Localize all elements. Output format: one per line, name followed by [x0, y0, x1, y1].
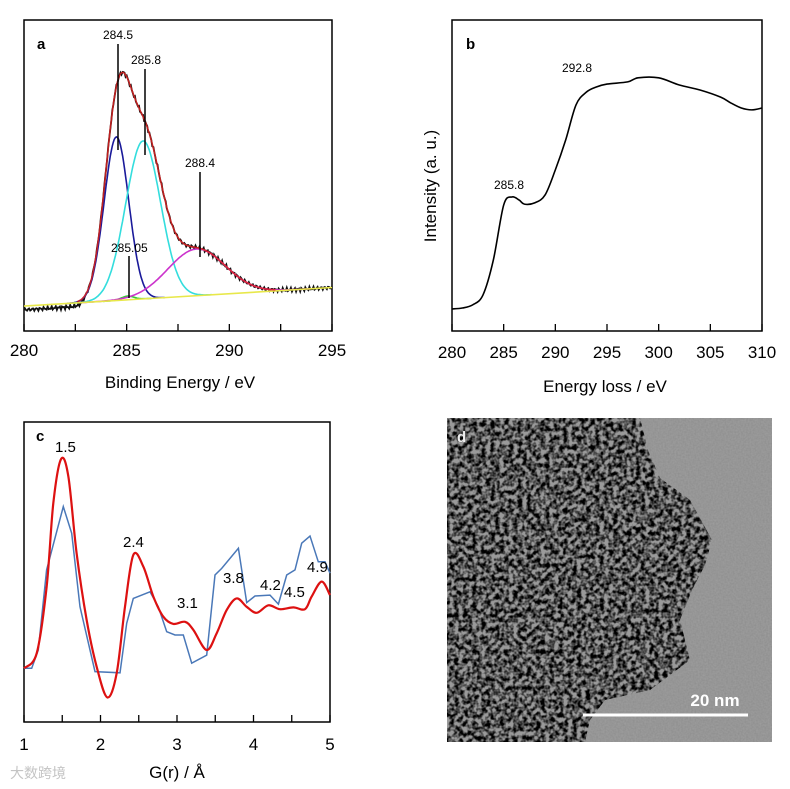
x-tick-label: 295 [593, 343, 621, 362]
plot-frame [23, 19, 333, 332]
annotation-label: 285.05 [111, 241, 148, 255]
x-tick-label: 2 [96, 735, 105, 754]
x-axis-label: G(r) / Å [149, 763, 205, 782]
panel-label: c [36, 428, 44, 445]
annotation-label: 2.4 [123, 534, 144, 551]
watermark: 大数跨境 [10, 765, 66, 781]
panel-a: 280 285 290 295 a 284.5 285.8 288.4 285.05 … [10, 19, 346, 392]
panel-d-tem-image: d 20 nm [447, 418, 772, 742]
annotation-label: 284.5 [103, 28, 133, 42]
x-tick-label: 280 [10, 341, 38, 360]
panel-label: d [457, 429, 466, 446]
x-tick-label: 3 [172, 735, 181, 754]
annotation-label: 285.8 [494, 178, 524, 192]
eels-spectrum-line [451, 76, 763, 310]
x-tick-label: 290 [215, 341, 243, 360]
baseline [23, 286, 333, 307]
annotation-label: 3.1 [177, 595, 198, 612]
annotation-label: 4.2 [260, 577, 281, 594]
fit-envelope [77, 71, 276, 303]
panel-c: 1 2 3 4 5 c 1.5 2.4 3.1 3.8 4.2 4.5 4.9 G(r)… [10, 421, 335, 782]
annotation-label: 3.8 [223, 570, 244, 587]
annotation-label: 4.9 [307, 559, 328, 576]
x-tick-label: 1 [19, 735, 28, 754]
component-peak-285-8 [73, 140, 212, 304]
x-tick-label: 310 [748, 343, 776, 362]
annotation-label: 4.5 [284, 584, 305, 601]
y-axis-label: Intensity (a. u.) [421, 130, 440, 242]
x-tick-label: 280 [438, 343, 466, 362]
x-axis-label: Binding Energy / eV [105, 373, 256, 392]
panel-b: 280 285 290 295 300 305 310 b 292.8 285.8 Ener… [421, 19, 776, 396]
component-peak-284-5 [67, 135, 165, 305]
plot-frame [23, 421, 331, 723]
annotation-label: 288.4 [185, 156, 215, 170]
x-tick-label: 5 [325, 735, 334, 754]
panel-label: a [37, 36, 46, 53]
panel-label: b [466, 36, 475, 53]
x-tick-label: 290 [541, 343, 569, 362]
x-tick-label: 295 [318, 341, 346, 360]
annotation-label: 285.8 [131, 53, 161, 67]
blue-series-line [24, 503, 331, 674]
x-tick-label: 300 [644, 343, 672, 362]
red-series-line [23, 456, 331, 699]
x-tick-label: 305 [696, 343, 724, 362]
x-tick-label: 4 [249, 735, 258, 754]
plot-frame [451, 19, 763, 332]
x-tick-label: 285 [112, 341, 140, 360]
scale-bar-label: 20 nm [690, 691, 739, 710]
annotation-label: 1.5 [55, 439, 76, 456]
x-axis-label: Energy loss / eV [543, 377, 667, 396]
x-tick-label: 285 [489, 343, 517, 362]
annotation-label: 292.8 [562, 61, 592, 75]
